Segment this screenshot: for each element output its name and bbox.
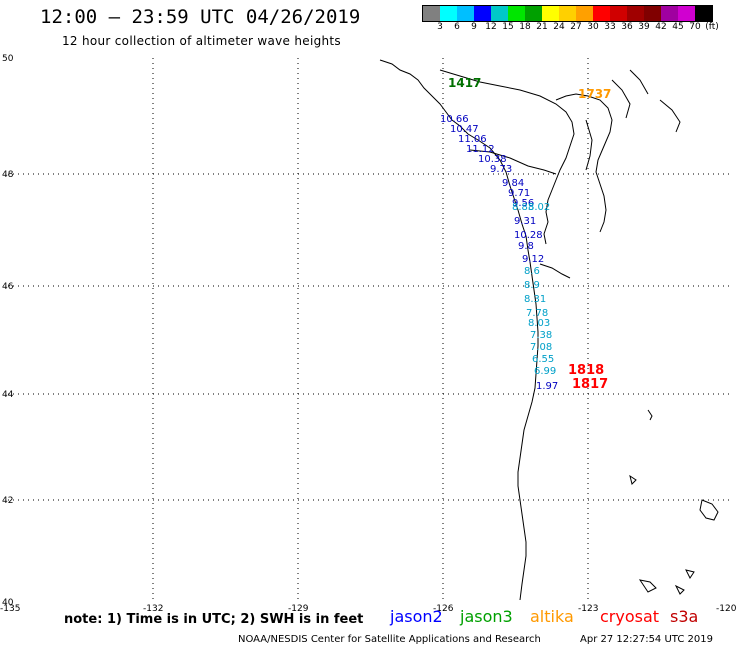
latitude-label: 42: [2, 496, 13, 506]
cryosat-pass-label: 1817: [572, 377, 608, 392]
credit-line: NOAA/NESDIS Center for Satellite Applica…: [238, 634, 541, 645]
jason2-wave-height: 9.12: [522, 254, 544, 265]
latitude-label: 44: [2, 390, 14, 400]
observation-labels: 10.6610.4711.0611.1210.389.739.849.719.5…: [440, 76, 611, 392]
longitude-label: -120: [716, 604, 737, 614]
light-blue-wave-height: 8.9: [524, 280, 540, 291]
graticule: [8, 58, 732, 602]
light-blue-wave-height: 6.55: [532, 354, 554, 365]
satellite-legend-cryosat: cryosat: [600, 607, 659, 626]
satellite-legend-jason2: jason2: [390, 607, 443, 626]
longitude-label: -135: [0, 604, 20, 614]
satellite-legend-jason3: jason3: [460, 607, 513, 626]
light-blue-wave-height: 7.08: [530, 342, 552, 353]
altimeter-map: 504846444240-135 -132 -129 -126 -123 -120 10.…: [0, 0, 740, 650]
latitude-label: 46: [2, 282, 14, 292]
latitude-label: 48: [2, 170, 14, 180]
jason2-wave-height: 10.28: [514, 230, 543, 241]
generated-timestamp: Apr 27 12:27:54 UTC 2019: [580, 634, 713, 645]
jason2-wave-height: 1.97: [536, 381, 558, 392]
jason2-wave-height: 9.31: [514, 216, 536, 227]
light-blue-wave-height: 6.99: [534, 366, 556, 377]
light-blue-wave-height: 8.31: [524, 294, 546, 305]
jason3-pass-label: 1417: [448, 76, 481, 90]
altika-pass-label: 1737: [578, 87, 611, 101]
jason2-wave-height: 9.73: [490, 164, 512, 175]
satellite-legend-altika: altika: [530, 607, 574, 626]
footnote: note: 1) Time is in UTC; 2) SWH is in fe…: [64, 612, 363, 627]
latitude-label: 50: [2, 54, 14, 64]
jason2-wave-height: 9.8: [518, 241, 534, 252]
satellite-legend-s3a: s3a: [670, 607, 698, 626]
cryosat-pass-label: 1818: [568, 363, 604, 378]
longitude-label: -123: [578, 604, 598, 614]
light-blue-wave-height: 7.38: [530, 330, 552, 341]
light-blue-wave-height: 8.03: [528, 318, 550, 329]
light-blue-wave-height: 8.6: [524, 266, 540, 277]
light-blue-wave-height: 8.02: [528, 202, 550, 213]
